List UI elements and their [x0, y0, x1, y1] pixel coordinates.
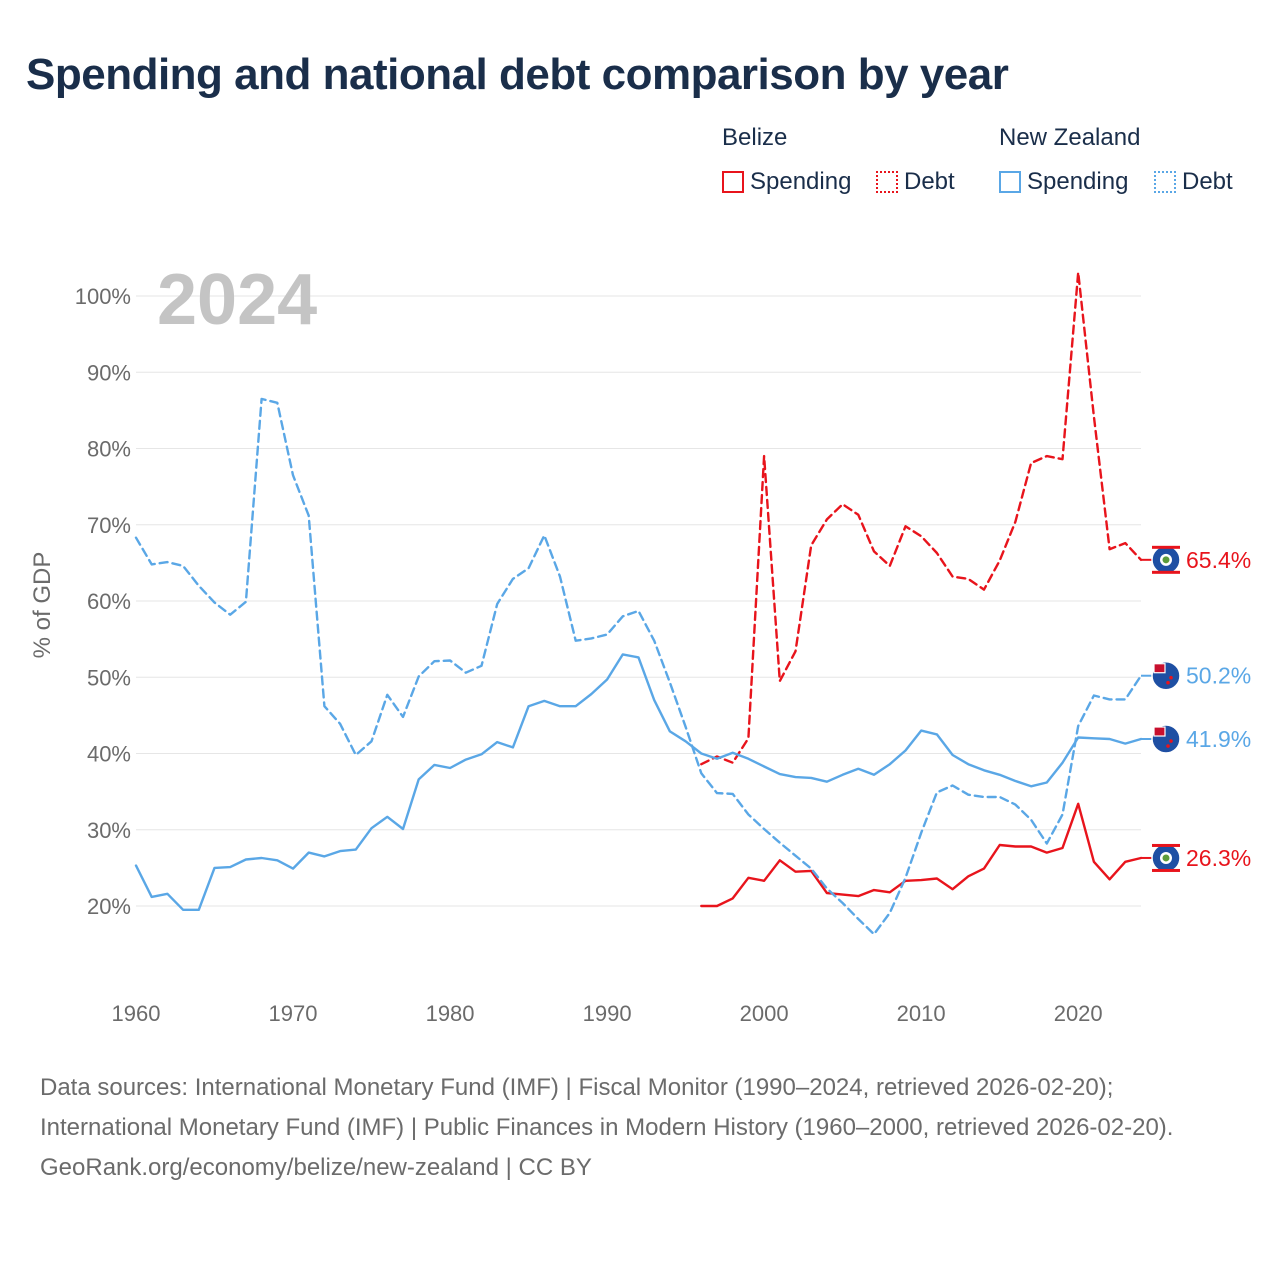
legend-item-nz-spending[interactable]: Spending	[999, 168, 1128, 196]
legend-label-nz-debt: Debt	[1182, 168, 1233, 195]
endpoint-value-label: 26.3%	[1186, 845, 1251, 871]
endpoint-new-zealand-spending: 41.9%	[1141, 724, 1251, 754]
y-axis-label: % of GDP	[29, 552, 56, 659]
y-axis: 20% 30% 40% 50% 60% 70% 80% 90% 100%	[75, 284, 131, 919]
series-line-new-zealand-spending[interactable]	[134, 653, 1143, 911]
y-tick-label: 60%	[87, 589, 131, 614]
x-tick-label: 2010	[897, 1001, 946, 1026]
y-tick-label: 40%	[87, 742, 131, 767]
series-line-belize-debt[interactable]	[700, 271, 1143, 766]
endpoint-belize-spending: 26.3%	[1141, 843, 1251, 873]
data-sources: Data sources: International Monetary Fun…	[40, 1074, 1174, 1141]
flag-stripe-bottom	[1152, 570, 1180, 574]
endpoint-belize-debt: 65.4%	[1141, 545, 1251, 575]
series-line-belize-spending[interactable]	[700, 802, 1143, 908]
series-endpoints: 65.4% 26.3% 50.2% 41.9%	[1141, 545, 1251, 873]
series-line-new-zealand-debt[interactable]	[134, 397, 1143, 936]
x-tick-label: 2020	[1054, 1001, 1103, 1026]
legend-swatch-nz-spending	[999, 171, 1021, 193]
attribution-link[interactable]: GeoRank.org/economy/belize/new-zealand |…	[40, 1154, 592, 1181]
legend-item-nz-debt[interactable]: Debt	[1154, 168, 1233, 196]
flag-stripe-bottom	[1152, 868, 1180, 872]
endpoint-value-label: 65.4%	[1186, 547, 1251, 573]
y-tick-label: 50%	[87, 665, 131, 690]
legend-label-belize-debt: Debt	[904, 168, 955, 195]
series-lines	[134, 271, 1143, 936]
x-tick-label: 2000	[740, 1001, 789, 1026]
x-tick-label: 1970	[269, 1001, 318, 1026]
flag-union-jack	[1153, 663, 1166, 674]
y-tick-label: 70%	[87, 513, 131, 538]
legend-swatch-belize-debt	[876, 171, 898, 193]
year-watermark: 2024	[157, 260, 317, 340]
legend-swatch-belize-spending	[722, 171, 744, 193]
x-tick-label: 1990	[583, 1001, 632, 1026]
x-tick-label: 1960	[112, 1001, 161, 1026]
x-tick-label: 1980	[426, 1001, 475, 1026]
flag-star	[1166, 680, 1170, 685]
legend-label-belize-spending: Spending	[750, 168, 852, 195]
flag-emblem-center	[1162, 854, 1170, 862]
chart-title: Spending and national debt comparison by…	[26, 50, 1009, 99]
flag-star	[1166, 744, 1170, 748]
y-tick-label: 30%	[87, 818, 131, 843]
legend-group-belize: Belize	[722, 124, 788, 151]
line-chart: 2024 20%30%40%50%60%70%80%90%100% 1960 19…	[29, 260, 1251, 1026]
y-tick-label: 20%	[87, 894, 131, 919]
endpoint-value-label: 50.2%	[1186, 663, 1251, 689]
y-tick-label: 80%	[87, 437, 131, 462]
gridlines	[136, 295, 1141, 907]
legend-item-belize-spending[interactable]: Spending	[722, 168, 851, 196]
flag-star	[1169, 675, 1173, 680]
endpoint-value-label: 41.9%	[1186, 726, 1251, 752]
flag-union-jack	[1153, 726, 1166, 737]
legend-item-belize-debt[interactable]: Debt	[876, 168, 955, 196]
legend-label-nz-spending: Spending	[1027, 168, 1129, 195]
footer: Data sources: International Monetary Fun…	[40, 1068, 1240, 1188]
endpoint-new-zealand-debt: 50.2%	[1141, 660, 1251, 691]
flag-emblem-center	[1162, 556, 1170, 564]
y-tick-label: 100%	[75, 284, 131, 309]
legend: Belize Spending Debt New Zealand Spendin…	[722, 124, 1262, 204]
flag-stripe-top	[1152, 843, 1180, 847]
legend-group-new-zealand: New Zealand	[999, 124, 1141, 151]
x-axis: 1960 1970 1980 1990 2000 2010 2020	[112, 1001, 1103, 1026]
y-tick-label: 90%	[87, 360, 131, 385]
flag-star	[1169, 739, 1173, 743]
flag-stripe-top	[1152, 545, 1180, 549]
legend-swatch-nz-debt	[1154, 171, 1176, 193]
